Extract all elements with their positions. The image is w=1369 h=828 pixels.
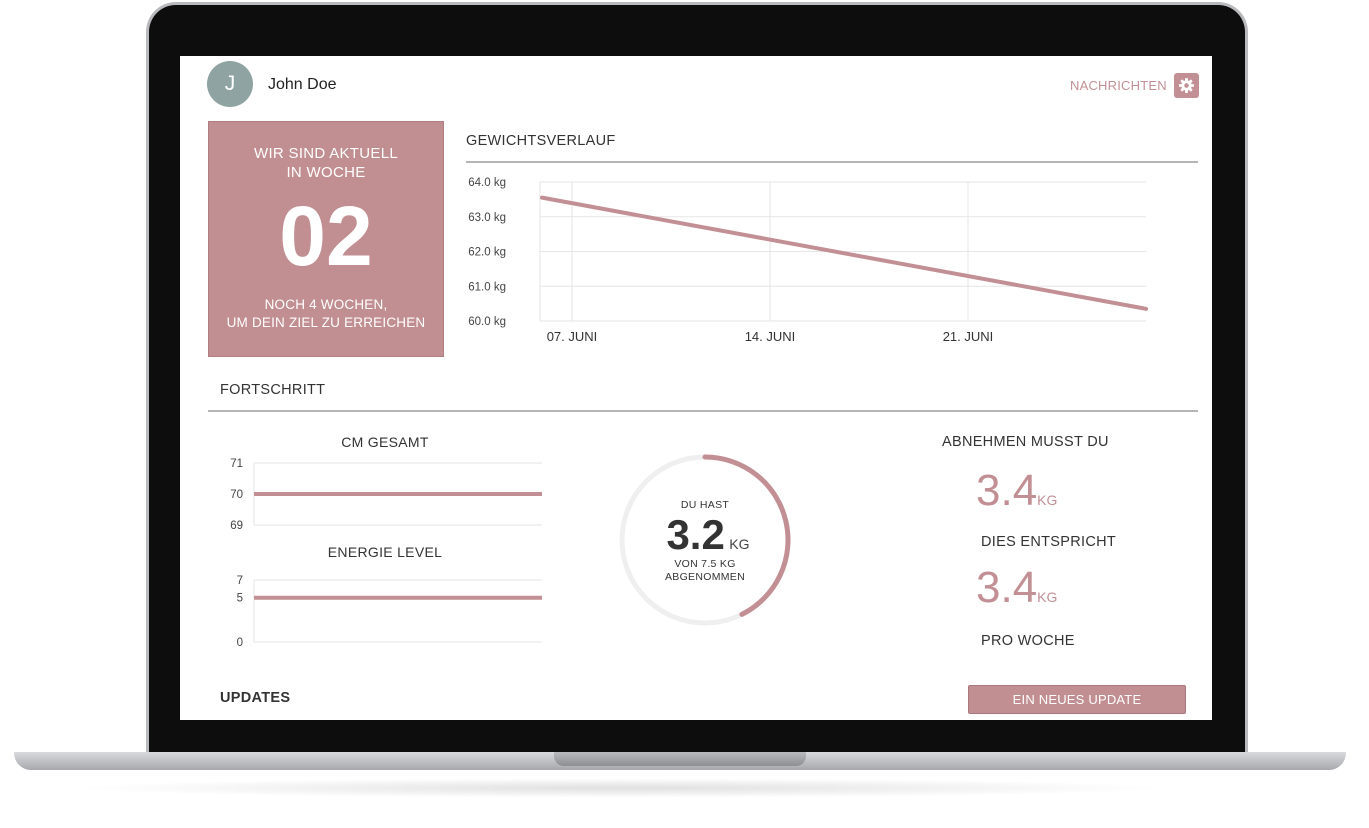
gauge-unit: KG: [729, 536, 750, 552]
cm-total-y-tick: 71: [230, 458, 243, 470]
weight-y-tick: 62.0 kg: [468, 247, 506, 259]
cm-total-chart: 69 70 71: [230, 458, 542, 532]
weight-x-tick: 07. JUNI: [547, 329, 598, 344]
week-card-line-1: WIR SIND AKTUELL: [254, 145, 398, 162]
weight-x-tick: 21. JUNI: [943, 329, 994, 344]
weight-y-tick: 61.0 kg: [468, 281, 506, 293]
energy-level-y-tick: 7: [237, 575, 243, 587]
energy-level-chart: 0 5 7: [237, 575, 542, 648]
must-lose-value-row: 3.4KG: [976, 466, 1057, 516]
energy-level-y-tick: 5: [237, 593, 243, 605]
weight-y-tick: 63.0 kg: [468, 212, 506, 224]
weight-y-tick: 64.0 kg: [468, 177, 506, 189]
energy-level-y-tick: 0: [237, 637, 243, 648]
settings-button[interactable]: [1174, 73, 1199, 98]
per-week-value: 3.4: [976, 563, 1038, 612]
weight-chart: 60.0 kg 61.0 kg 62.0 kg 63.0 kg 64.0 kg 07. …: [468, 177, 1148, 344]
must-lose-label: ABNEHMEN MUSST DU: [942, 434, 1109, 450]
equals-label: DIES ENTSPRICHT: [981, 534, 1117, 550]
week-card-line-2: IN WOCHE: [286, 164, 366, 181]
weight-history-title: GEWICHTSVERLAUF: [466, 133, 616, 149]
cm-total-y-tick: 69: [230, 520, 243, 532]
laptop-shadow: [70, 778, 1170, 798]
current-week-card: WIR SIND AKTUELL IN WOCHE 02 NOCH 4 WOCH…: [208, 121, 444, 357]
gear-icon: [1179, 78, 1194, 93]
must-lose-value: 3.4: [976, 466, 1038, 515]
weight-loss-gauge: [619, 454, 791, 626]
weight-y-tick: 60.0 kg: [468, 316, 506, 328]
weight-history-divider: [466, 161, 1198, 163]
avatar[interactable]: J: [207, 61, 253, 107]
energy-level-title: ENERGIE LEVEL: [327, 544, 443, 560]
gauge-label-top: DU HAST: [680, 499, 730, 511]
gauge-value: 3.2: [666, 511, 725, 558]
weight-series-line: [540, 195, 1148, 311]
cm-total-y-tick: 70: [230, 489, 243, 501]
updates-title: UPDATES: [220, 690, 291, 706]
per-week-label: PRO WOCHE: [981, 633, 1075, 649]
weight-x-tick: 14. JUNI: [745, 329, 796, 344]
progress-title: FORTSCHRITT: [220, 382, 326, 398]
user-name: John Doe: [268, 76, 337, 93]
add-update-button[interactable]: EIN NEUES UPDATE HINZUFÜGEN: [968, 685, 1186, 720]
progress-divider: [208, 410, 1198, 412]
gauge-progress-arc: [702, 454, 791, 617]
goal-text: UM DEIN ZIEL ZU ERREICHEN: [226, 315, 426, 330]
per-week-unit: KG: [1037, 589, 1058, 605]
must-lose-unit: KG: [1037, 492, 1058, 508]
gauge-value-row: 3.2 KG: [650, 511, 766, 559]
cm-total-title: CM GESAMT: [341, 434, 429, 450]
laptop-notch: [554, 752, 806, 766]
week-number: 02: [279, 189, 373, 283]
weeks-remaining-text: NOCH 4 WOCHEN,: [264, 297, 388, 312]
per-week-value-row: 3.4KG: [976, 563, 1057, 613]
app-screen: J John Doe NACHRICHTEN WIR SIND AKTUELL …: [180, 56, 1212, 720]
gauge-lost-text: ABGENOMMEN: [664, 571, 745, 583]
messages-link[interactable]: NACHRICHTEN: [1070, 78, 1167, 93]
gauge-total-text: VON 7.5 KG: [674, 558, 736, 570]
